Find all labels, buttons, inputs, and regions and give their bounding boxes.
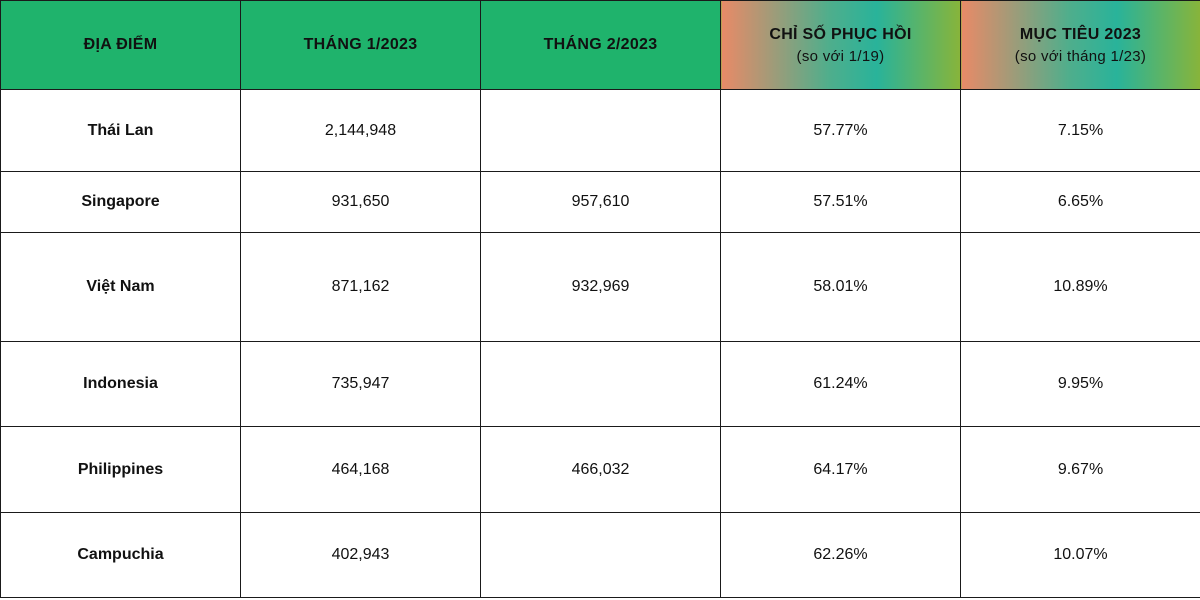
table-row: Việt Nam 871,162 932,969 58.01% 10.89% (1, 233, 1200, 342)
cell-feb (481, 90, 721, 172)
cell-place: Việt Nam (1, 233, 241, 342)
header-recovery-index: CHỈ SỐ PHỤC HỒI (so với 1/19) (721, 1, 961, 90)
cell-target: 7.15% (961, 90, 1200, 172)
cell-jan: 931,650 (241, 172, 481, 233)
table-row: Singapore 931,650 957,610 57.51% 6.65% (1, 172, 1200, 233)
cell-jan: 464,168 (241, 427, 481, 513)
cell-feb: 466,032 (481, 427, 721, 513)
table-row: Indonesia 735,947 61.24% 9.95% (1, 342, 1200, 427)
cell-place: Thái Lan (1, 90, 241, 172)
cell-jan: 735,947 (241, 342, 481, 427)
cell-recovery: 57.77% (721, 90, 961, 172)
header-jan-2023: THÁNG 1/2023 (241, 1, 481, 90)
cell-jan: 871,162 (241, 233, 481, 342)
cell-feb: 957,610 (481, 172, 721, 233)
header-target-2023: MỤC TIÊU 2023 (so với tháng 1/23) (961, 1, 1200, 90)
cell-place: Philippines (1, 427, 241, 513)
cell-place: Campuchia (1, 513, 241, 598)
table-body: Thái Lan 2,144,948 57.77% 7.15% Singapor… (1, 90, 1200, 598)
table-header: ĐỊA ĐIỂM THÁNG 1/2023 THÁNG 2/2023 CHỈ S… (1, 1, 1200, 90)
header-row: ĐỊA ĐIỂM THÁNG 1/2023 THÁNG 2/2023 CHỈ S… (1, 1, 1200, 90)
cell-target: 6.65% (961, 172, 1200, 233)
header-feb-2023: THÁNG 2/2023 (481, 1, 721, 90)
table-row: Philippines 464,168 466,032 64.17% 9.67% (1, 427, 1200, 513)
cell-recovery: 62.26% (721, 513, 961, 598)
cell-target: 10.89% (961, 233, 1200, 342)
header-recovery-title: CHỈ SỐ PHỤC HỒI (769, 26, 911, 43)
cell-place: Singapore (1, 172, 241, 233)
cell-feb (481, 342, 721, 427)
cell-feb (481, 513, 721, 598)
cell-target: 9.95% (961, 342, 1200, 427)
cell-feb: 932,969 (481, 233, 721, 342)
cell-target: 9.67% (961, 427, 1200, 513)
table-row: Campuchia 402,943 62.26% 10.07% (1, 513, 1200, 598)
cell-recovery: 57.51% (721, 172, 961, 233)
cell-recovery: 61.24% (721, 342, 961, 427)
header-recovery-sub: (so với 1/19) (721, 48, 960, 65)
cell-place: Indonesia (1, 342, 241, 427)
cell-recovery: 64.17% (721, 427, 961, 513)
cell-recovery: 58.01% (721, 233, 961, 342)
header-target-sub: (so với tháng 1/23) (961, 48, 1200, 65)
cell-jan: 2,144,948 (241, 90, 481, 172)
header-location: ĐỊA ĐIỂM (1, 1, 241, 90)
table-row: Thái Lan 2,144,948 57.77% 7.15% (1, 90, 1200, 172)
cell-jan: 402,943 (241, 513, 481, 598)
cell-target: 10.07% (961, 513, 1200, 598)
header-target-title: MỤC TIÊU 2023 (1020, 26, 1141, 43)
